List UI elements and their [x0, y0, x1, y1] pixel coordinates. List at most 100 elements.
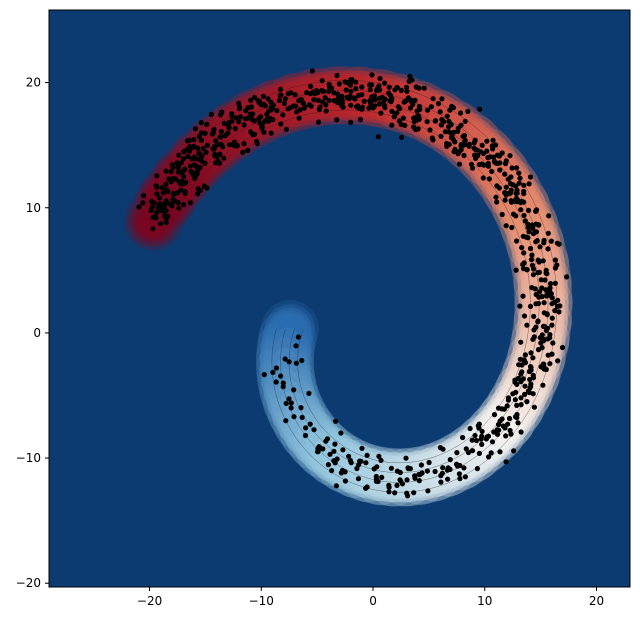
data-point [507, 427, 513, 434]
data-point [400, 115, 406, 121]
data-point [195, 191, 201, 197]
data-point [545, 246, 551, 252]
data-point [425, 488, 431, 494]
data-point [248, 104, 254, 110]
data-point [403, 84, 410, 90]
data-point [165, 189, 171, 195]
data-point [540, 336, 546, 342]
data-point [518, 339, 524, 345]
data-point [210, 129, 217, 135]
data-point [204, 121, 210, 127]
data-point [150, 226, 156, 232]
data-point [388, 465, 394, 471]
data-point [426, 459, 432, 466]
data-point [539, 332, 545, 338]
data-point [540, 258, 546, 264]
data-point [541, 237, 547, 243]
data-point [552, 265, 559, 271]
data-point [518, 207, 524, 213]
data-point [448, 122, 454, 128]
data-point [304, 90, 310, 96]
data-point [381, 80, 388, 86]
data-point [163, 208, 169, 214]
data-point [170, 164, 176, 171]
data-point [508, 187, 514, 193]
data-point [526, 388, 532, 394]
data-point [499, 150, 505, 156]
data-point [176, 205, 182, 211]
data-point [254, 138, 260, 144]
x-tick-label: −20 [137, 594, 162, 608]
data-point [332, 441, 338, 447]
data-point [340, 447, 346, 453]
data-point [416, 85, 422, 91]
data-point [502, 425, 508, 431]
data-point [439, 96, 445, 102]
data-point [234, 115, 240, 121]
data-point [525, 207, 532, 213]
data-point [435, 101, 442, 107]
data-point [273, 365, 279, 371]
data-point [469, 448, 476, 454]
data-point [364, 484, 370, 490]
data-point [346, 453, 352, 459]
data-point [195, 186, 201, 192]
data-point [503, 223, 509, 229]
data-point [516, 180, 522, 186]
data-point [461, 465, 467, 471]
data-point [140, 200, 146, 206]
data-point [399, 134, 405, 140]
data-point [218, 112, 224, 118]
x-tick-label: 10 [477, 594, 492, 608]
data-point [386, 84, 392, 90]
data-point [494, 152, 501, 158]
data-point [176, 152, 182, 158]
data-point [217, 134, 223, 140]
data-point [336, 94, 342, 100]
data-point [359, 84, 365, 90]
data-point [322, 95, 328, 101]
data-point [168, 169, 174, 175]
data-point [545, 230, 551, 236]
data-point [502, 171, 508, 177]
data-point [461, 133, 468, 139]
data-point [327, 451, 333, 457]
data-point [397, 477, 403, 483]
data-point [370, 105, 376, 111]
data-point [297, 107, 303, 113]
data-point [473, 437, 479, 444]
plot-frame [48, 9, 631, 588]
data-point [313, 88, 319, 94]
data-point [455, 128, 461, 134]
data-point [537, 289, 543, 295]
data-point [487, 154, 493, 160]
data-point [299, 357, 305, 364]
data-point [451, 149, 457, 155]
data-point [556, 309, 562, 315]
data-point [295, 334, 301, 340]
data-point [292, 92, 298, 98]
data-point [379, 474, 385, 480]
data-point [311, 427, 317, 433]
data-point [288, 405, 294, 411]
data-point [359, 92, 365, 98]
data-point [258, 114, 264, 120]
data-point [460, 434, 466, 441]
data-point [552, 280, 558, 286]
data-point [273, 379, 279, 385]
data-point [347, 93, 353, 99]
data-point [548, 281, 554, 287]
data-point [540, 382, 546, 388]
data-point [545, 352, 551, 358]
data-point [285, 91, 291, 97]
data-point [194, 164, 200, 170]
data-point [493, 194, 499, 200]
data-point [306, 390, 312, 396]
data-point [141, 193, 147, 199]
data-point [516, 362, 522, 368]
data-point [386, 90, 392, 96]
data-point [530, 272, 537, 278]
data-point [444, 467, 450, 473]
data-point [236, 106, 242, 112]
data-point [505, 421, 511, 427]
